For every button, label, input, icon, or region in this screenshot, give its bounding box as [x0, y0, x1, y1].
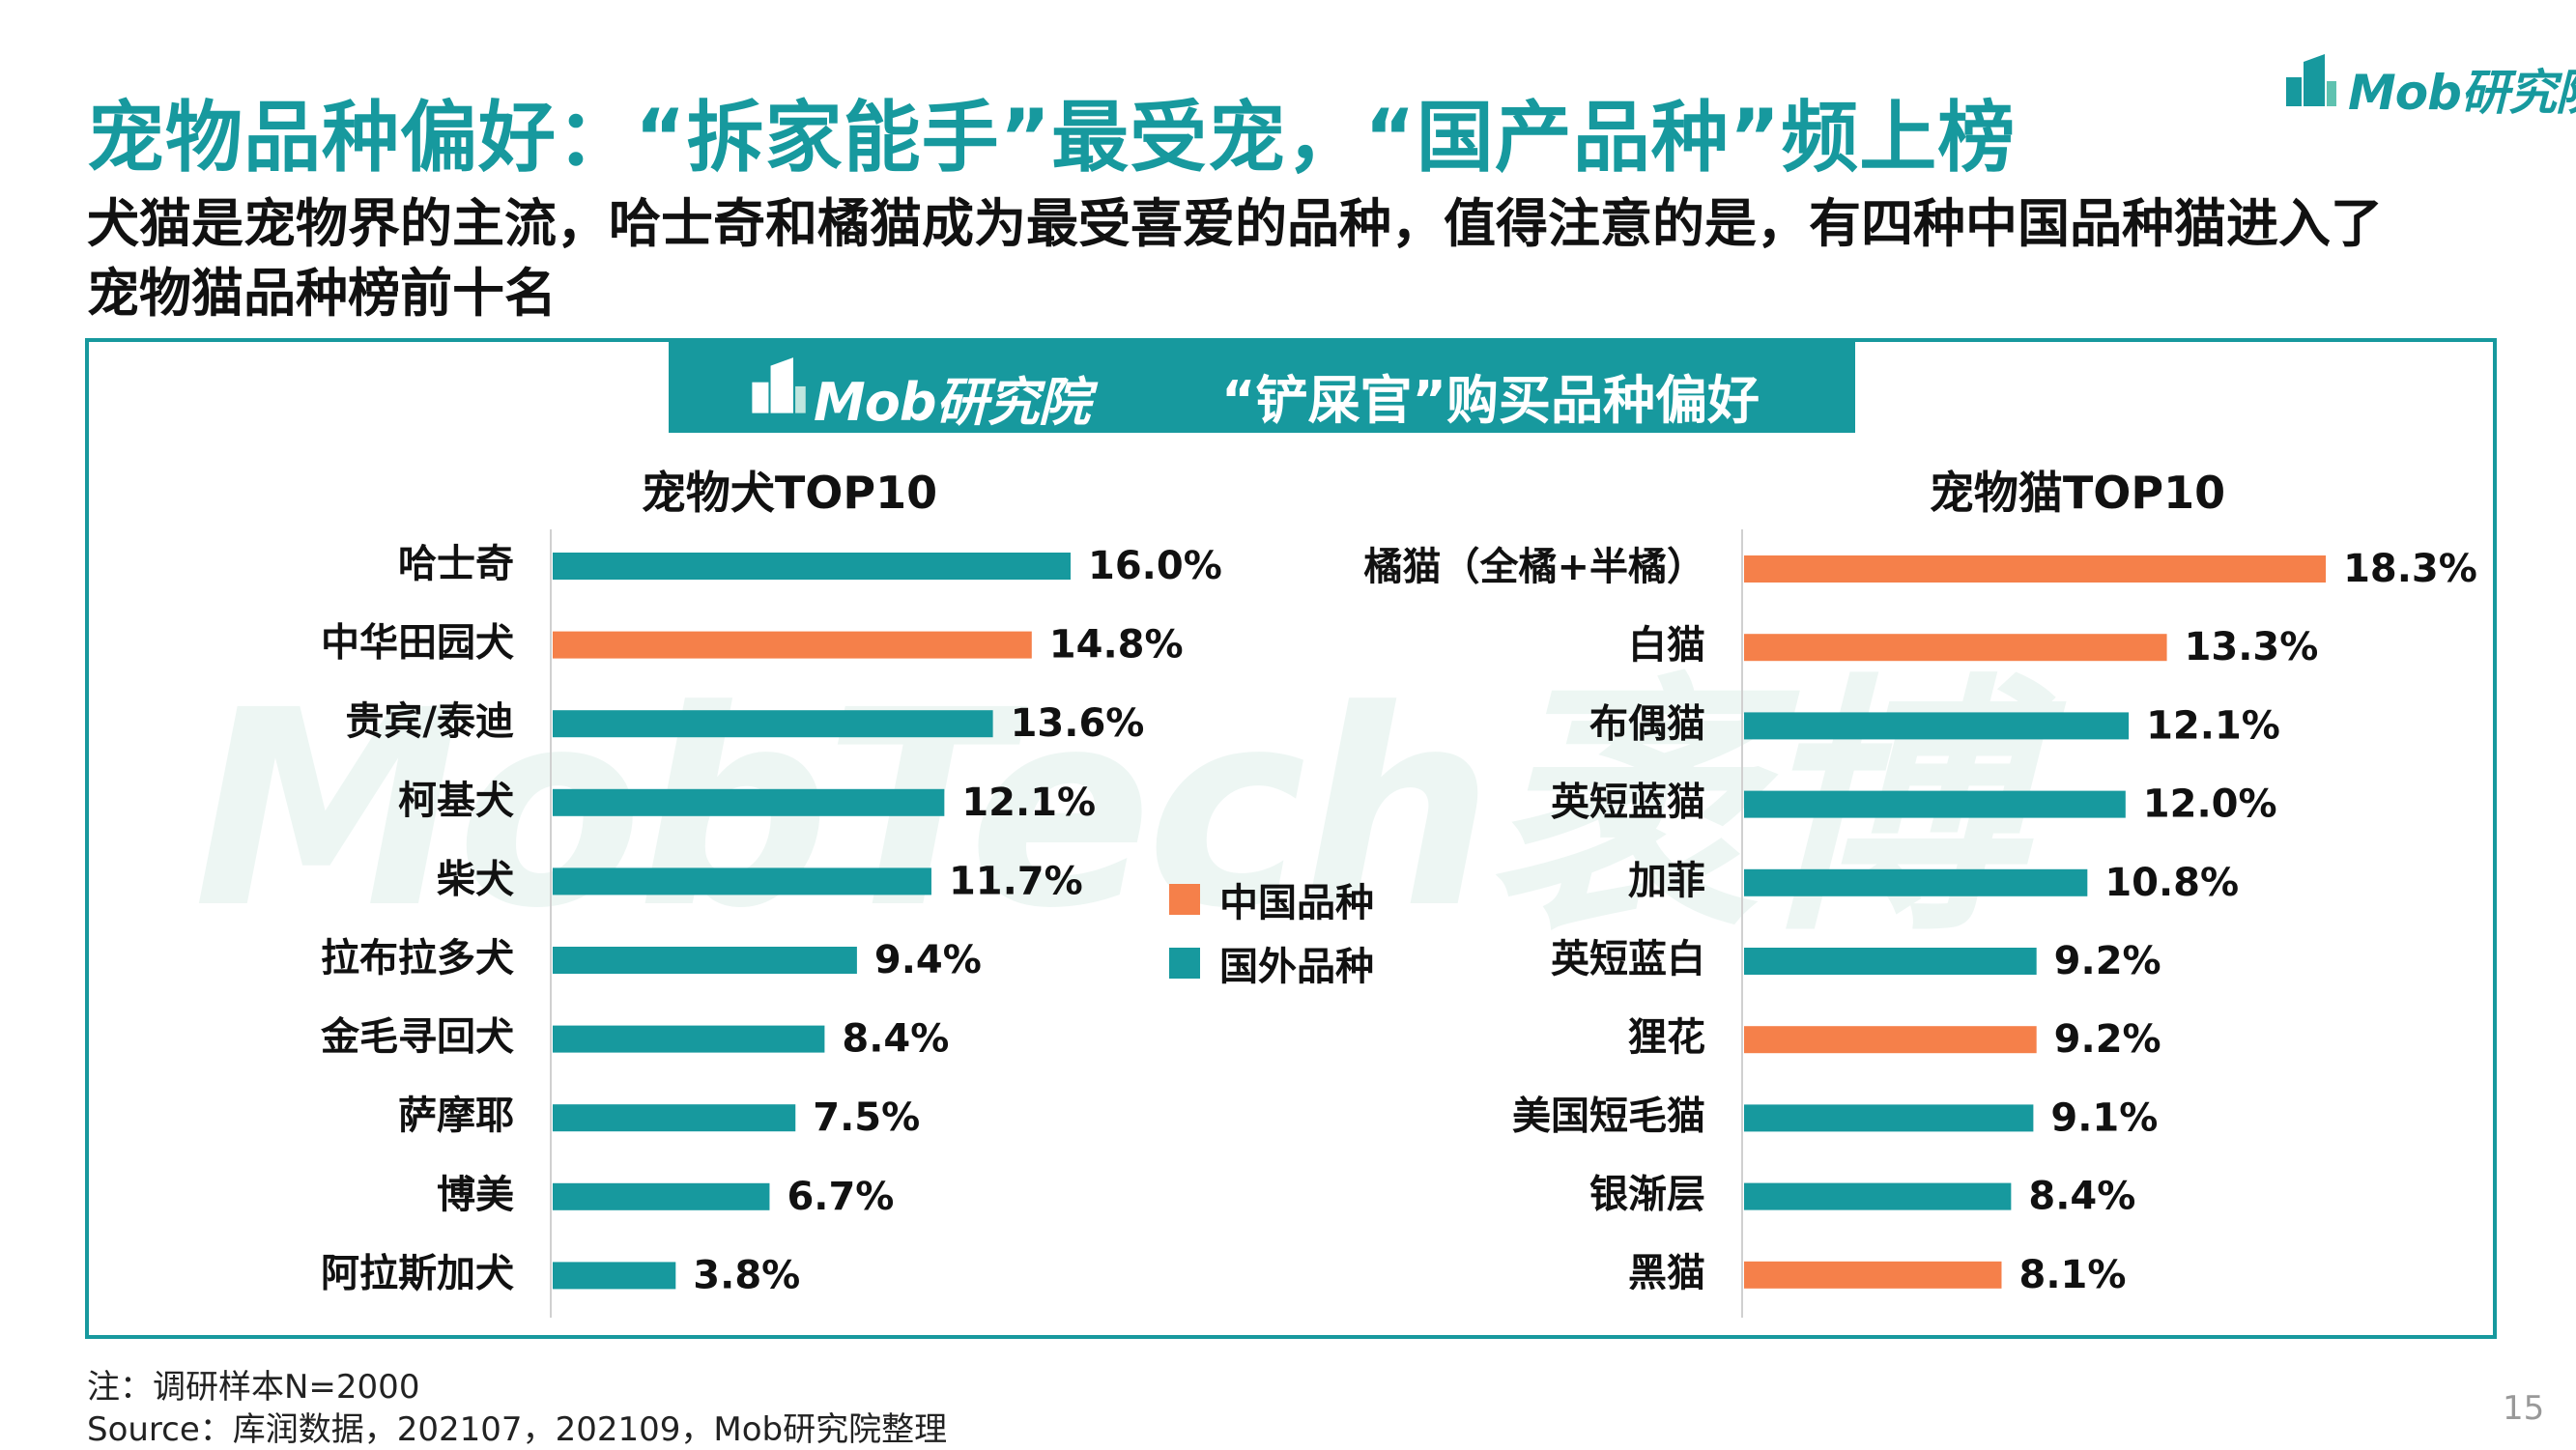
legend-swatch-domestic	[1169, 884, 1200, 915]
mob-logo: Mob研究院	[2280, 46, 2576, 121]
cat-value-label: 9.2%	[2054, 939, 2161, 983]
cat-category-label: 橘猫（全橘+半橘）	[1363, 545, 1705, 589]
dog-bar	[553, 947, 857, 974]
subtitle-line-2: 宠物猫品种榜前十名	[87, 263, 557, 324]
source-note: Source：库润数据，202107，202109，Mob研究院整理	[87, 1410, 948, 1449]
legend: 中国品种 国外品种	[1169, 867, 1374, 995]
cat-value-label: 9.2%	[2054, 1017, 2161, 1062]
legend-label-domestic: 中国品种	[1219, 881, 1374, 925]
page-number: 15	[2503, 1389, 2545, 1428]
cat-category-label: 银渐层	[1589, 1173, 1705, 1217]
footnote: 注：调研样本N=2000	[87, 1368, 420, 1407]
cat-category-label: 美国短毛猫	[1512, 1094, 1705, 1138]
dog-bar	[553, 710, 993, 738]
dog-bar	[553, 1262, 676, 1290]
cat-bar	[1744, 1026, 2037, 1054]
cat-bar	[1744, 1104, 2034, 1132]
dog-category-label: 阿拉斯加犬	[321, 1251, 514, 1295]
dog-category-label: 贵宾/泰迪	[345, 699, 514, 744]
cat-value-label: 13.3%	[2185, 625, 2319, 669]
cat-value-label: 18.3%	[2343, 547, 2477, 591]
cat-bar	[1744, 555, 2327, 583]
logo-building-icon	[2286, 54, 2336, 106]
dog-value-label: 6.7%	[787, 1175, 894, 1219]
dog-chart-title: 宠物犬TOP10	[641, 467, 938, 519]
page-title: 宠物品种偏好：“拆家能手”最受宠，“国产品种”频上榜	[87, 93, 2017, 183]
cat-bar	[1744, 790, 2126, 818]
page-subtitle: 犬猫是宠物界的主流，哈士奇和橘猫成为最受喜爱的品种，值得注意的是，有四种中国品种…	[87, 189, 2522, 328]
cat-category-label: 英短蓝猫	[1551, 781, 1705, 825]
dog-bar	[553, 553, 1071, 580]
cat-bar	[1744, 948, 2037, 975]
cat-value-label: 12.1%	[2146, 703, 2280, 748]
cat-value-label: 8.1%	[2018, 1253, 2126, 1297]
cat-bar	[1744, 634, 2167, 662]
dog-value-label: 9.4%	[874, 938, 982, 982]
cat-chart-title: 宠物猫TOP10	[1929, 467, 2226, 519]
cat-category-label: 白猫	[1628, 623, 1705, 668]
banner-logo-icon	[752, 357, 806, 413]
banner-logo-text: Mob研究院	[814, 372, 1090, 433]
dog-category-label: 哈士奇	[398, 542, 514, 586]
cat-value-label: 10.8%	[2104, 861, 2239, 905]
cat-category-label: 加菲	[1628, 859, 1705, 903]
dog-category-label: 柯基犬	[398, 779, 514, 823]
chart-banner: Mob研究院 “铲屎官”购买品种偏好	[669, 340, 1855, 433]
logo-text: Mob研究院	[2348, 65, 2576, 121]
cat-bar	[1744, 712, 2130, 740]
dog-value-label: 13.6%	[1011, 701, 1145, 746]
dog-bar	[553, 867, 931, 896]
dog-bar	[553, 1182, 770, 1210]
dog-bar	[553, 1025, 825, 1053]
dog-category-label: 萨摩耶	[398, 1094, 514, 1138]
dog-category-label: 中华田园犬	[321, 621, 514, 666]
cat-category-label: 狸花	[1628, 1015, 1705, 1060]
dog-bar	[553, 631, 1032, 659]
cat-bar	[1744, 1261, 2002, 1289]
dog-category-label: 金毛寻回犬	[320, 1015, 514, 1060]
dog-bar	[553, 1104, 796, 1132]
dog-value-label: 16.0%	[1088, 544, 1222, 588]
dog-category-label: 博美	[437, 1173, 514, 1217]
cat-category-label: 英短蓝白	[1551, 937, 1705, 981]
cat-value-label: 12.0%	[2143, 782, 2277, 827]
dog-value-label: 12.1%	[961, 781, 1096, 825]
cat-bar	[1744, 868, 2088, 896]
cat-category-label: 黑猫	[1628, 1251, 1705, 1295]
dog-category-label: 柴犬	[437, 857, 514, 901]
dog-value-label: 11.7%	[949, 859, 1083, 903]
watermark: MobTech袤博	[193, 653, 2023, 968]
dog-value-label: 3.8%	[693, 1253, 800, 1297]
dog-bar	[553, 788, 945, 816]
cat-bar	[1744, 1182, 2012, 1210]
legend-swatch-foreign	[1169, 948, 1200, 979]
dog-value-label: 7.5%	[813, 1095, 920, 1140]
legend-item-foreign: 国外品种	[1169, 931, 1374, 995]
cat-value-label: 8.4%	[2028, 1175, 2135, 1219]
subtitle-line-1: 犬猫是宠物界的主流，哈士奇和橘猫成为最受喜爱的品种，值得注意的是，有四种中国品种…	[87, 193, 2383, 254]
dog-value-label: 8.4%	[842, 1017, 949, 1062]
cat-value-label: 9.1%	[2050, 1095, 2158, 1140]
legend-label-foreign: 国外品种	[1219, 945, 1374, 989]
legend-item-domestic: 中国品种	[1169, 867, 1374, 931]
dog-category-label: 拉布拉多犬	[321, 936, 514, 981]
cat-category-label: 布偶猫	[1589, 701, 1705, 746]
dog-value-label: 14.8%	[1049, 623, 1184, 668]
banner-title: “铲屎官”购买品种偏好	[1221, 370, 1760, 431]
